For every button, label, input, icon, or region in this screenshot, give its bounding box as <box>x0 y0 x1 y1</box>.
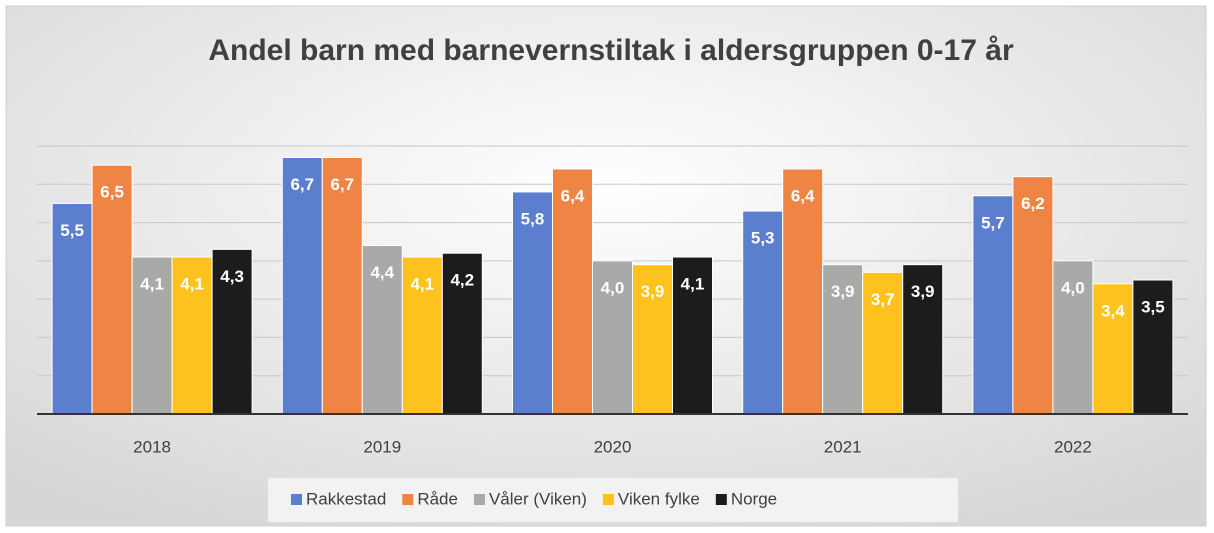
legend-marker <box>715 494 727 505</box>
data-label: 3,5 <box>1141 297 1165 316</box>
data-label: 4,0 <box>601 278 625 297</box>
x-tick-label: 2022 <box>1054 437 1092 456</box>
legend-marker <box>402 494 414 505</box>
bar <box>1092 283 1134 415</box>
legend-label: Våler (Viken) <box>489 489 587 508</box>
data-label: 4,2 <box>450 271 474 290</box>
data-label: 4,1 <box>180 275 204 294</box>
bar <box>822 264 864 415</box>
bar <box>672 256 713 415</box>
data-label: 6,2 <box>1021 194 1045 213</box>
data-label: 6,4 <box>561 186 585 205</box>
data-label: 5,7 <box>981 213 1005 232</box>
data-label: 5,8 <box>521 209 545 228</box>
data-label: 3,9 <box>831 282 855 301</box>
data-label: 3,9 <box>911 282 935 301</box>
data-label: 6,4 <box>791 186 815 205</box>
data-label: 4,3 <box>220 267 244 286</box>
bar <box>321 156 363 415</box>
bar <box>441 252 483 415</box>
legend-marker <box>473 494 485 505</box>
data-label: 4,1 <box>140 275 164 294</box>
bar <box>782 168 824 415</box>
legend-marker <box>602 494 614 505</box>
data-label: 5,3 <box>751 229 775 248</box>
bar <box>211 248 253 415</box>
bar <box>1132 279 1174 415</box>
legend-label: Rakkestad <box>306 489 386 508</box>
data-label: 4,4 <box>370 263 394 282</box>
data-label: 3,4 <box>1101 301 1125 320</box>
bar <box>632 264 673 415</box>
chart-title: Andel barn med barnevernstiltak i alders… <box>208 34 1014 67</box>
bar <box>1052 260 1094 415</box>
bar <box>592 260 633 415</box>
x-tick-label: 2019 <box>363 437 401 456</box>
legend-label: Råde <box>417 489 458 508</box>
bar <box>512 191 553 415</box>
bar <box>281 156 323 415</box>
data-label: 6,7 <box>330 175 354 194</box>
data-label: 4,0 <box>1061 278 1085 297</box>
legend-label: Norge <box>731 489 777 508</box>
legend-marker <box>291 494 302 505</box>
data-label: 3,9 <box>641 282 665 301</box>
bar <box>401 256 443 415</box>
x-tick-label: 2018 <box>133 437 171 456</box>
data-label: 6,5 <box>100 183 124 202</box>
data-label: 3,7 <box>871 290 895 309</box>
bar <box>742 210 784 415</box>
data-label: 5,5 <box>60 221 84 240</box>
bar <box>361 245 403 415</box>
legend-label: Viken fylke <box>618 489 700 508</box>
data-label: 6,7 <box>290 175 314 194</box>
bar <box>91 164 133 415</box>
bar <box>1012 176 1054 415</box>
data-label: 4,1 <box>410 275 434 294</box>
bar <box>972 195 1014 415</box>
bar <box>552 168 593 415</box>
bar <box>862 271 904 415</box>
bar <box>902 264 944 415</box>
x-tick-label: 2020 <box>594 437 632 456</box>
bar <box>171 256 213 415</box>
x-tick-label: 2021 <box>824 437 862 456</box>
data-label: 4,1 <box>681 275 705 294</box>
bar <box>51 202 93 415</box>
